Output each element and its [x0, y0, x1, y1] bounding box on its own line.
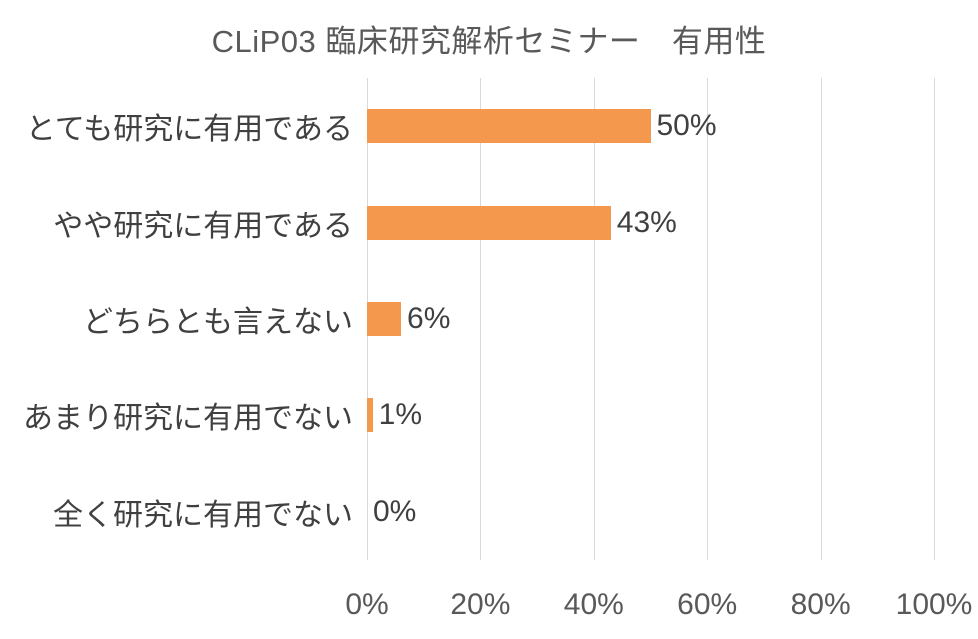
bar-row: 0% [367, 464, 978, 560]
bar [367, 109, 651, 144]
gridline [820, 78, 822, 560]
gridline [593, 78, 595, 560]
gridline [480, 78, 482, 560]
gridline [934, 78, 935, 560]
gridline [707, 78, 709, 560]
data-label: 43% [616, 205, 677, 239]
category-label: どちらとも言えない [83, 306, 353, 340]
bar-row: 1% [367, 367, 978, 463]
data-label: 1% [378, 398, 423, 432]
bar-series: 50% 43% 6% 1% 0% [367, 78, 978, 560]
x-axis-tick-label: 20% [450, 588, 511, 621]
value-axis: 0% 20% 40% 60% 80% 100% [345, 588, 972, 628]
x-axis-tick-label: 100% [895, 588, 973, 621]
data-label: 50% [656, 109, 717, 143]
bar [367, 398, 373, 433]
x-axis-tick-label: 80% [790, 588, 851, 621]
x-axis-tick-label: 60% [677, 588, 738, 621]
bar-row: 50% [367, 78, 978, 174]
bar-row: 43% [367, 174, 978, 270]
category-label: あまり研究に有用でない [23, 402, 353, 436]
chart-title: CLiP03 臨床研究解析セミナー 有用性 [211, 24, 767, 59]
data-label: 6% [407, 302, 451, 336]
bar [367, 302, 402, 337]
category-label: やや研究に有用である [53, 209, 353, 243]
bar [367, 205, 611, 240]
data-label: 0% [373, 494, 417, 528]
x-axis-tick-label: 40% [563, 588, 624, 621]
category-label: とても研究に有用である [25, 113, 353, 147]
x-axis-tick-label: 0% [345, 588, 389, 621]
category-label: 全く研究に有用でない [53, 498, 353, 532]
bar-row: 6% [367, 271, 978, 367]
category-axis: とても研究に有用であるやや研究に有用であるどちらとも言えないあまり研究に有用でな… [0, 78, 353, 560]
